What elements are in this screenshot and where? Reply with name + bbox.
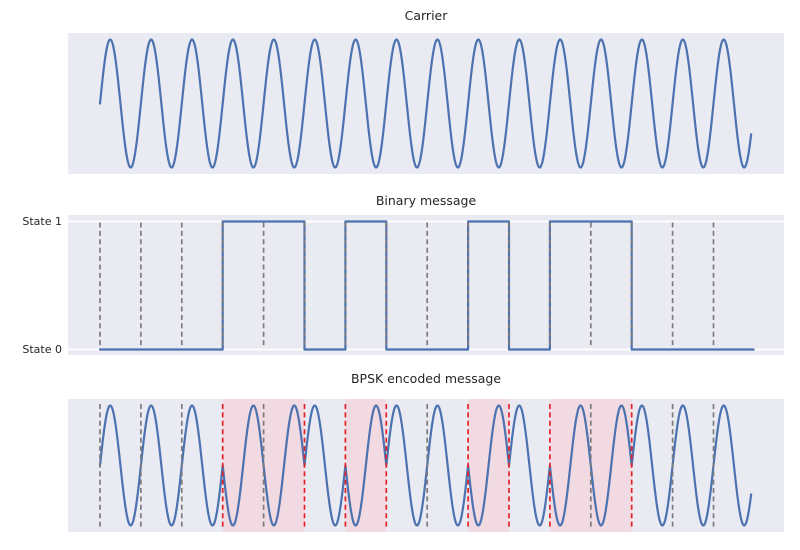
- carrier-waveform: [98, 38, 753, 169]
- bpsk-title: BPSK encoded message: [350, 371, 502, 386]
- bpsk-axes: [68, 399, 784, 532]
- ytick-state-0: State 0: [22, 342, 62, 356]
- binary-message-title: Binary message: [375, 193, 477, 208]
- ytick-state-1: State 1: [22, 214, 62, 228]
- binary-message-axes: [68, 215, 784, 355]
- carrier-title: Carrier: [404, 8, 448, 23]
- bpsk-waveform: [98, 399, 753, 532]
- binary-message-waveform: [68, 220, 784, 351]
- carrier-axes: [68, 33, 784, 174]
